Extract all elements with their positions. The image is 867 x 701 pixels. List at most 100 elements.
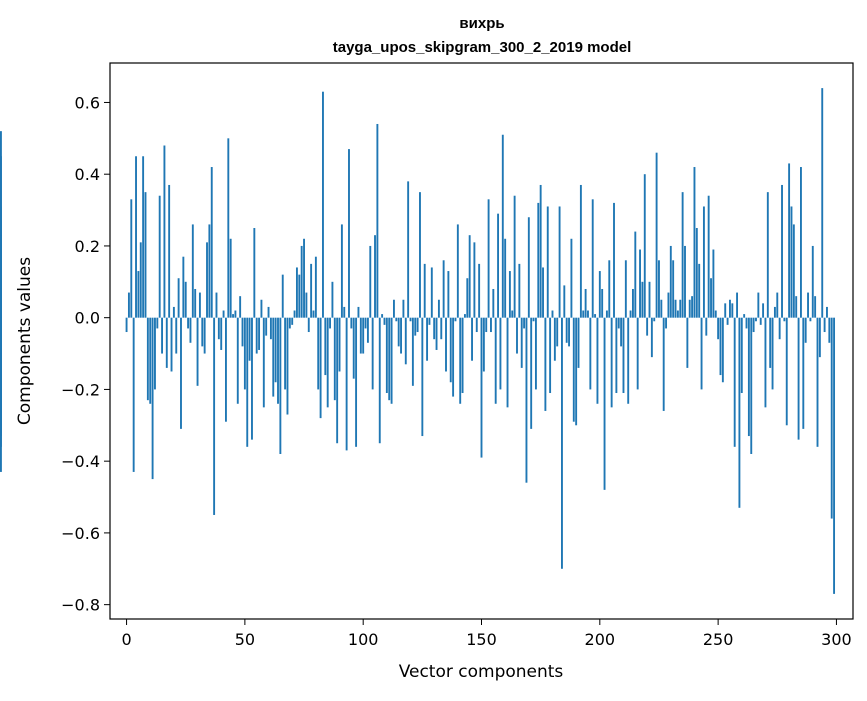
bar xyxy=(225,317,227,422)
bar xyxy=(154,317,156,390)
bar xyxy=(291,317,294,325)
x-axis-label: Vector components xyxy=(399,662,564,682)
bar xyxy=(248,317,251,361)
bar xyxy=(168,184,171,318)
bar xyxy=(369,245,372,318)
bar xyxy=(0,288,2,318)
bar xyxy=(206,242,208,318)
bar xyxy=(561,317,563,569)
bar xyxy=(575,317,578,426)
bar xyxy=(615,317,618,394)
bar xyxy=(135,156,137,318)
bar xyxy=(312,310,315,318)
bar xyxy=(236,317,239,404)
bar xyxy=(390,317,393,404)
bar xyxy=(688,299,691,318)
bar xyxy=(127,292,130,318)
bar xyxy=(220,317,223,350)
bar xyxy=(549,317,552,394)
bar xyxy=(603,317,606,490)
bar xyxy=(364,317,367,329)
bar xyxy=(594,314,597,318)
bar xyxy=(449,317,452,383)
bar xyxy=(139,242,142,318)
bar xyxy=(348,149,350,318)
bar xyxy=(295,267,298,318)
bar xyxy=(546,206,549,318)
bar xyxy=(707,195,710,318)
bar xyxy=(648,281,651,318)
bar xyxy=(288,317,291,329)
bar xyxy=(605,310,608,318)
bar xyxy=(0,235,2,318)
bar xyxy=(246,317,249,447)
bar xyxy=(397,317,400,347)
bar xyxy=(783,317,786,322)
bar xyxy=(686,317,689,368)
bar xyxy=(198,292,201,318)
bar xyxy=(769,317,772,368)
y-tick-label: 0.6 xyxy=(75,93,100,112)
bar xyxy=(639,249,641,318)
bar xyxy=(695,228,698,318)
bar xyxy=(551,310,554,318)
bar xyxy=(187,317,190,329)
bar xyxy=(698,263,701,318)
bar xyxy=(681,192,684,318)
y-axis-ticks: −0.8 −0.6 −0.4 −0.2 0.0 0.2 0.4 0.6 xyxy=(61,93,110,615)
bar xyxy=(802,317,805,429)
bar xyxy=(279,317,282,454)
bar xyxy=(222,310,225,318)
bar xyxy=(272,317,275,397)
bar xyxy=(747,317,750,437)
bar xyxy=(144,192,147,318)
y-tick-label: −0.4 xyxy=(61,452,100,471)
bar xyxy=(565,317,568,343)
bar xyxy=(641,281,644,318)
bar xyxy=(553,317,556,361)
bar xyxy=(423,263,426,318)
bar xyxy=(513,195,516,318)
bar xyxy=(494,317,497,404)
bar xyxy=(487,199,490,318)
bar xyxy=(277,317,279,404)
x-tick-label: 150 xyxy=(466,630,497,649)
bar xyxy=(816,317,819,447)
bar xyxy=(156,317,159,329)
bar xyxy=(750,317,753,454)
bar xyxy=(617,317,620,329)
bar xyxy=(132,317,135,472)
bar xyxy=(274,317,277,383)
bar xyxy=(239,296,242,318)
bar xyxy=(542,267,544,318)
bar xyxy=(255,317,258,354)
bar xyxy=(421,317,424,437)
bar xyxy=(203,317,206,354)
bar xyxy=(710,278,712,318)
bar xyxy=(461,317,464,394)
bar xyxy=(804,317,807,343)
bar xyxy=(516,317,518,354)
bar xyxy=(776,292,779,318)
bar xyxy=(227,138,230,318)
bar xyxy=(665,317,668,329)
bar xyxy=(400,317,402,354)
bar xyxy=(589,317,592,390)
bar xyxy=(366,317,369,343)
bar xyxy=(646,317,649,336)
bar xyxy=(243,317,246,390)
bar xyxy=(781,184,783,318)
bar xyxy=(395,317,398,322)
bar xyxy=(473,242,476,318)
bar xyxy=(598,271,601,318)
y-tick-label: −0.6 xyxy=(61,524,100,543)
bar xyxy=(643,174,646,318)
x-tick-label: 200 xyxy=(585,630,616,649)
bar xyxy=(184,281,187,318)
bar xyxy=(658,260,660,318)
bar xyxy=(601,288,604,318)
bar xyxy=(331,281,334,318)
bar xyxy=(792,224,795,318)
bar xyxy=(490,317,492,333)
